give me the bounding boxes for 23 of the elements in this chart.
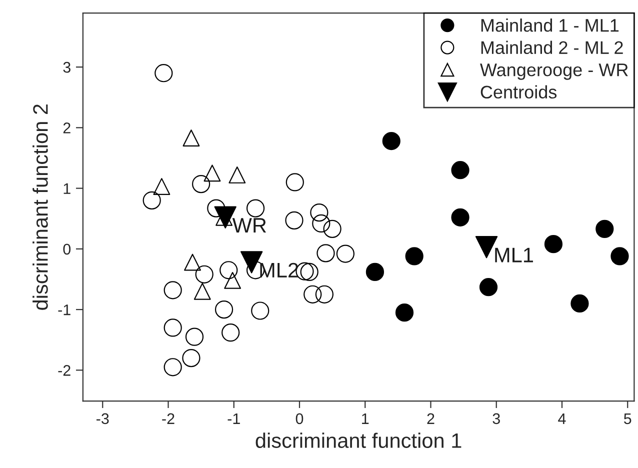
x-axis-title: discriminant function 1: [256, 432, 462, 448]
annotation: WR: [232, 218, 266, 233]
legend-label: Mainland 2 - ML 2: [481, 40, 623, 54]
y-tick-label: 1: [64, 183, 70, 194]
annotation: ML1: [495, 248, 533, 262]
x-tick-label: 4: [558, 413, 566, 424]
x-tick-label: 0: [296, 413, 304, 424]
legend-label: Mainland 1 - ML1: [481, 18, 619, 32]
x-tick-label: 1: [362, 413, 369, 424]
y-tick-label: 0: [63, 244, 71, 255]
y-tick-label: -1: [58, 304, 70, 316]
x-tick-label: 2: [427, 413, 434, 424]
legend-label: Centroids: [480, 85, 557, 99]
x-tick-label: -3: [96, 413, 109, 424]
y-axis-title: discriminant function 2: [32, 104, 48, 310]
x-tick-label: 3: [492, 413, 500, 424]
x-tick-label: -2: [162, 413, 174, 424]
legend-label: Wangerooge - WR: [480, 64, 628, 80]
x-tick-label: -1: [228, 413, 240, 424]
y-tick-label: 3: [63, 62, 70, 73]
x-tick-label: 5: [624, 413, 632, 424]
y-tick-label: 2: [63, 122, 70, 134]
y-tick-label: -2: [58, 365, 70, 376]
